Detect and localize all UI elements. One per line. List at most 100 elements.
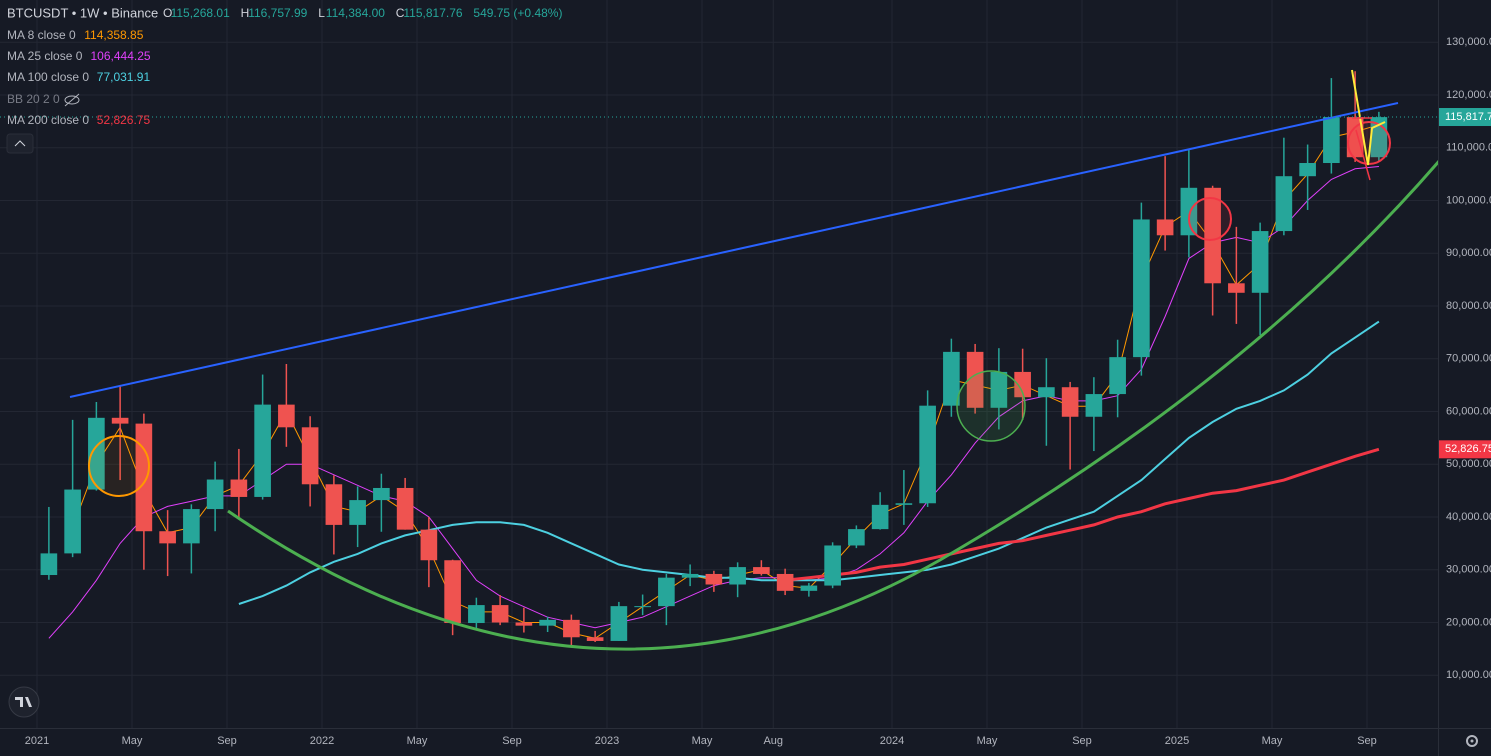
candle-body xyxy=(681,573,699,578)
ma-line xyxy=(784,447,1380,582)
x-tick-label: May xyxy=(122,735,143,747)
y-tick-label: 130,000.00 xyxy=(1446,36,1491,48)
x-tick-label: 2022 xyxy=(310,735,334,747)
ohlc-change: 549.75 (+0.48%) xyxy=(473,6,562,20)
candle-body xyxy=(254,404,271,497)
trend-line xyxy=(69,102,1399,398)
x-tick-label: May xyxy=(1262,735,1283,747)
symbol: BTCUSDT • 1W • Binance xyxy=(7,5,158,20)
y-tick-label: 90,000.00 xyxy=(1446,247,1491,259)
candle-body xyxy=(919,405,936,504)
x-tick-label: Sep xyxy=(1072,735,1092,747)
ohlc-value: 115,817.76 xyxy=(403,6,462,20)
legend-name: MA 200 close 0 xyxy=(7,113,89,127)
candle-body xyxy=(40,553,58,576)
hidden-icon[interactable] xyxy=(64,93,80,107)
candle-body xyxy=(135,423,153,532)
candle-body xyxy=(1251,231,1269,293)
grid xyxy=(0,0,1438,728)
legend-name: MA 8 close 0 xyxy=(7,28,76,42)
candle-body xyxy=(420,529,438,561)
price-tag xyxy=(1439,440,1491,459)
candle-body xyxy=(753,567,770,574)
price-axis: 10,000.00 20,000.00 30,000.00 40,000.00 50,0… xyxy=(1446,36,1491,681)
legend-name: MA 100 close 0 xyxy=(7,70,89,84)
candle-body xyxy=(1014,371,1031,398)
candle-body xyxy=(373,487,390,501)
candle-body xyxy=(539,619,556,626)
ohlc-value: 116,757.99 xyxy=(248,6,307,20)
y-tick-label: 60,000.00 xyxy=(1446,405,1491,417)
legend-value: 52,826.75 xyxy=(97,113,151,127)
candle-body xyxy=(468,605,485,624)
y-tick-label: 120,000.00 xyxy=(1446,89,1491,101)
candle-body xyxy=(990,371,1008,408)
y-tick-label: 100,000.00 xyxy=(1446,194,1491,206)
circle-drawing xyxy=(956,370,1026,442)
candle-body xyxy=(491,605,509,623)
candle-body xyxy=(349,500,366,525)
candle-body xyxy=(159,531,176,544)
x-tick-label: May xyxy=(407,735,428,747)
y-tick-label: 80,000.00 xyxy=(1446,300,1491,312)
y-tick-label: 40,000.00 xyxy=(1446,511,1491,523)
candle-body xyxy=(278,404,295,428)
candle-body xyxy=(871,504,889,530)
x-tick-label: Sep xyxy=(502,735,522,747)
ohlc-value: 114,384.00 xyxy=(326,6,385,20)
x-tick-label: May xyxy=(692,735,713,747)
price-tag-label: 115,817.76 xyxy=(1445,111,1491,123)
candle-body xyxy=(563,619,580,638)
legend-value: 106,444.25 xyxy=(91,49,151,63)
candle-body xyxy=(206,479,224,510)
y-tick-label: 50,000.00 xyxy=(1446,458,1491,470)
candle-body xyxy=(1156,219,1174,236)
circle-drawing xyxy=(1188,197,1232,241)
candle-body xyxy=(444,560,461,624)
candle-body xyxy=(776,573,794,591)
settings-button[interactable] xyxy=(1466,735,1478,747)
legend-value: 114,358.85 xyxy=(84,28,143,42)
candle-body xyxy=(1038,387,1055,398)
y-tick-label: 10,000.00 xyxy=(1446,669,1491,681)
candle-body xyxy=(396,487,414,530)
candle-body xyxy=(848,529,865,546)
candle-body xyxy=(1061,387,1079,417)
collapse-button[interactable] xyxy=(6,133,34,154)
x-tick-label: Aug xyxy=(763,735,783,747)
candle-body xyxy=(943,351,960,406)
candle-body xyxy=(1085,394,1103,417)
x-tick-label: May xyxy=(977,735,998,747)
candle-body xyxy=(1299,163,1316,177)
x-tick-label: 2023 xyxy=(595,735,619,747)
x-tick-label: Sep xyxy=(1357,735,1377,747)
x-tick-label: Sep xyxy=(217,735,237,747)
y-tick-label: 70,000.00 xyxy=(1446,353,1491,365)
candle-body xyxy=(658,577,675,607)
candle-body xyxy=(111,417,129,424)
candle-body xyxy=(1204,187,1221,284)
ohlc-key: L xyxy=(318,6,325,20)
candle-body xyxy=(64,489,81,554)
ohlc-value: 115,268.01 xyxy=(171,6,230,20)
price-tag xyxy=(1439,108,1491,127)
candle-body xyxy=(1275,176,1293,232)
logo[interactable] xyxy=(8,686,40,718)
legend-name: MA 25 close 0 xyxy=(7,49,83,63)
candle-body xyxy=(966,351,984,408)
circle-drawing xyxy=(88,435,150,497)
candle-body xyxy=(729,567,746,585)
candle-body xyxy=(515,622,533,626)
curve-drawing xyxy=(227,160,1438,651)
candle-body xyxy=(586,637,604,641)
x-tick-label: 2021 xyxy=(25,735,49,747)
candle-body xyxy=(634,606,651,608)
candle-body xyxy=(1346,117,1364,158)
candle-body xyxy=(610,606,628,641)
y-tick-label: 30,000.00 xyxy=(1446,564,1491,576)
candle-body xyxy=(183,509,200,544)
candle-body xyxy=(705,573,723,585)
